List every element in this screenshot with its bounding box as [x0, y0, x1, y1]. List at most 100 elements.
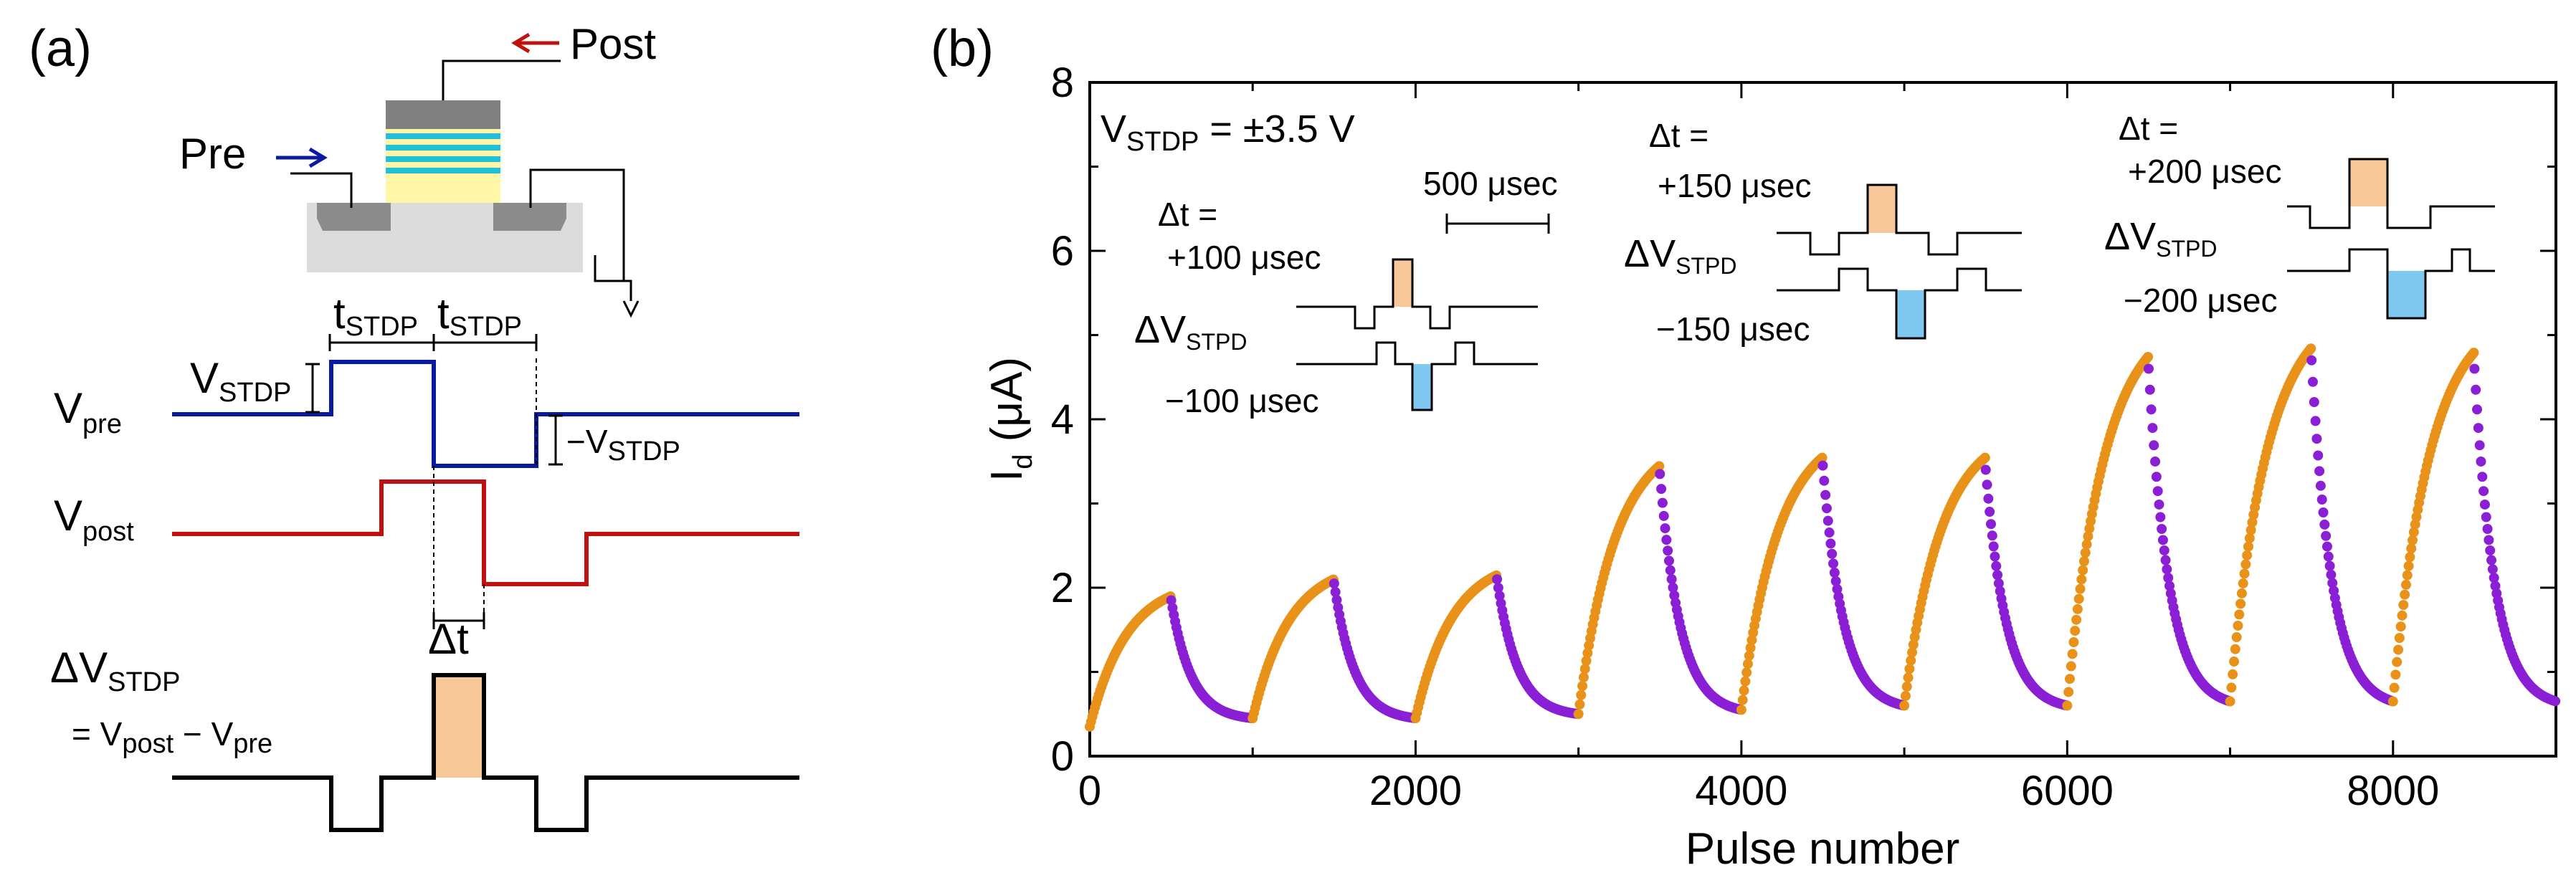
- post-arrow-head: [511, 32, 531, 54]
- panel-a: (a) Post Pre: [29, 20, 799, 832]
- x-tick-label: 4000: [1695, 768, 1787, 814]
- depression-point: [2489, 573, 2499, 583]
- potentiation-point: [1576, 689, 1587, 700]
- tick-labels: 0 2000 4000 6000 8000 0 2 4 6 8: [1051, 59, 2440, 814]
- potentiation-point: [2062, 700, 2073, 711]
- potentiation-point: [2236, 588, 2247, 598]
- inset-100: Δt = +100 μsec ΔVSTPD −100 μsec: [1134, 196, 1538, 419]
- depression-point: [1832, 584, 1843, 595]
- depression-point: [2327, 578, 2338, 588]
- potentiation-point: [1903, 672, 1914, 683]
- inset-150: Δt = +150 μsec ΔVSTPD −150 μsec: [1624, 117, 2022, 348]
- depression-point: [1166, 595, 1177, 606]
- dv-stdp-waveform: [172, 673, 799, 832]
- vstdp-bracket: [305, 363, 320, 414]
- t-stdp-brackets: tSTDP tSTDP: [328, 290, 538, 351]
- potentiation-point: [2395, 621, 2406, 632]
- potentiation-point: [2398, 600, 2409, 611]
- depression-point: [2476, 456, 2486, 467]
- axis-ticks: [1088, 81, 2557, 758]
- depression-point: [1664, 555, 1675, 566]
- depression-point: [1657, 497, 1668, 508]
- layer-stripe-1: [386, 133, 500, 139]
- depression-point: [1817, 460, 1828, 471]
- scale-bar: [1445, 214, 1550, 234]
- potentiation-point: [2080, 548, 2091, 558]
- depression-point: [1985, 507, 1995, 517]
- potentiation-point: [1579, 664, 1590, 674]
- inset3-positive-wave: [2287, 158, 2495, 229]
- potentiation-point: [2393, 644, 2404, 655]
- depression-point: [2319, 519, 2330, 530]
- dv-stdp-label: ΔVSTDP: [50, 644, 180, 697]
- potentiation-point: [2394, 633, 2405, 644]
- potentiation-point: [1654, 461, 1665, 472]
- potentiation-point: [2403, 560, 2414, 571]
- depression-point: [1493, 583, 1503, 593]
- post-wire: [442, 59, 561, 100]
- depression-point: [1668, 582, 1678, 593]
- depression-point: [2318, 507, 2329, 518]
- potentiation-point: [2066, 661, 2076, 672]
- potentiation-point: [1573, 709, 1584, 720]
- depression-point: [2147, 423, 2158, 434]
- depression-point: [1983, 493, 1994, 504]
- depression-point: [2310, 416, 2321, 426]
- depression-point: [2485, 545, 2496, 555]
- t-stdp-label-2: tSTDP: [437, 290, 522, 342]
- top-gate: [386, 100, 500, 129]
- depression-point: [1821, 503, 1832, 514]
- inset2-plus: +150 μsec: [1658, 167, 1811, 204]
- potentiation-point: [1901, 682, 1912, 692]
- y-tick-label: 8: [1051, 59, 1074, 106]
- depression-point: [2321, 541, 2332, 552]
- depression-point: [1492, 574, 1503, 585]
- inset1-minus: −100 μsec: [1165, 382, 1318, 419]
- potentiation-point: [2389, 682, 2400, 693]
- depression-point: [2151, 472, 2162, 482]
- depression-point: [2472, 404, 2483, 415]
- depression-point: [2154, 499, 2164, 510]
- depression-point: [2313, 450, 2324, 461]
- potentiation-point: [2083, 531, 2093, 542]
- depression-point: [2143, 363, 2154, 374]
- pre-arrow-head: [308, 147, 328, 168]
- potentiation-point: [2071, 614, 2082, 625]
- potentiation-point: [2402, 570, 2413, 581]
- depression-point: [2479, 499, 2490, 510]
- depression-point: [2477, 472, 2488, 482]
- depression-point: [1661, 535, 1672, 545]
- vpre-label: Vpre: [54, 384, 122, 439]
- potentiation-point: [2243, 541, 2254, 552]
- potentiation-point: [2064, 674, 2075, 684]
- potentiation-point: [1582, 648, 1593, 659]
- potentiation-point: [1908, 639, 1919, 650]
- inset2-positive-wave: [1777, 183, 2022, 256]
- y-axis-title: Id (μA): [982, 357, 1038, 482]
- pre-label: Pre: [179, 130, 246, 178]
- potentiation-point: [2229, 657, 2240, 667]
- inset1-positive-wave: [1296, 258, 1538, 330]
- depression-point: [1827, 548, 1838, 559]
- device-schematic: Post Pre: [179, 20, 656, 318]
- potentiation-point: [1906, 655, 1916, 666]
- depression-point: [1987, 530, 1997, 541]
- delta-t-positive-fill: [434, 675, 484, 778]
- potentiation-point: [2070, 626, 2081, 636]
- potentiation-point: [2400, 589, 2410, 600]
- depression-point: [1980, 464, 1991, 475]
- depression-point: [2311, 434, 2322, 444]
- potentiation-point: [2240, 559, 2251, 570]
- depression-point: [2481, 512, 2491, 522]
- inset2-minus: −150 μsec: [1656, 310, 1810, 348]
- depression-point: [1329, 578, 1339, 589]
- potentiation-point: [1581, 656, 1592, 667]
- potentiation-point: [1742, 659, 1753, 669]
- scale-bar-label: 500 μsec: [1423, 165, 1558, 202]
- vstdp-value-annotation: VSTDP = ±3.5 V: [1101, 108, 1355, 157]
- depression-point: [2486, 555, 2497, 565]
- layer-stripe-2: [386, 145, 500, 151]
- depression-point: [2473, 423, 2484, 434]
- potentiation-point: [2084, 523, 2095, 534]
